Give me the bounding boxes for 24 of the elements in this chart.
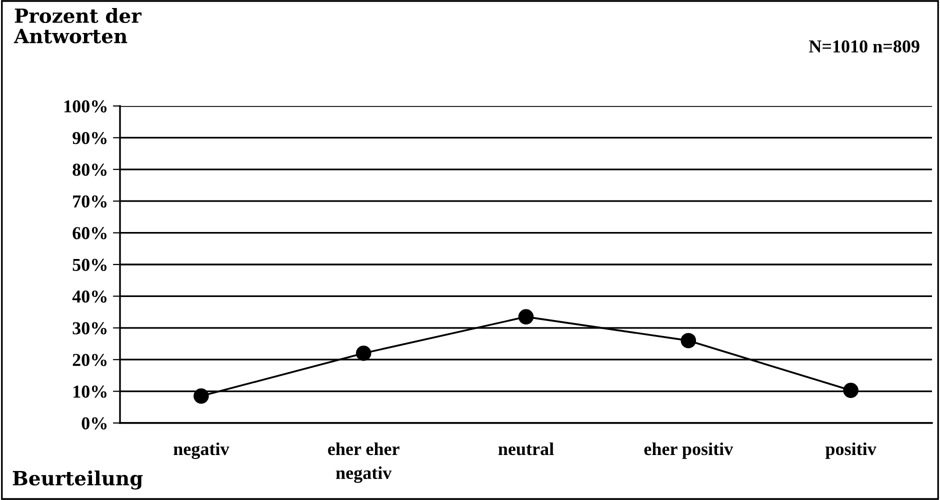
y-tick-label: 30% [72, 322, 106, 334]
x-axis-title: Beurteilung [12, 470, 143, 490]
y-tick-label: 20% [72, 354, 106, 366]
y-tick-label: 90% [72, 132, 106, 144]
y-tick-label: 100% [64, 100, 106, 112]
y-tick-label: 40% [72, 290, 106, 303]
y-tick-label: 70% [73, 195, 106, 208]
point [194, 388, 209, 404]
x-tick-label: negativ [174, 442, 230, 459]
point [843, 382, 858, 398]
y-tick-label: 0% [82, 417, 106, 430]
point [680, 332, 696, 348]
x-tick-label: neutral [498, 442, 554, 456]
text: N=1010 n=809 [808, 40, 920, 53]
y-tick-label: 80% [72, 164, 106, 176]
point [518, 309, 534, 324]
y-tick-label: 10% [74, 386, 106, 398]
x-tick-label: eher positiv [644, 442, 734, 459]
y-tick-label: 60% [72, 227, 106, 240]
y-axis-title: Prozent der Antworten [14, 8, 142, 44]
y-tick-label: 50% [72, 258, 106, 271]
x-tick-label: positiv [825, 442, 876, 459]
point [356, 346, 372, 361]
x-tick-label: eher eher negativ [328, 442, 400, 483]
